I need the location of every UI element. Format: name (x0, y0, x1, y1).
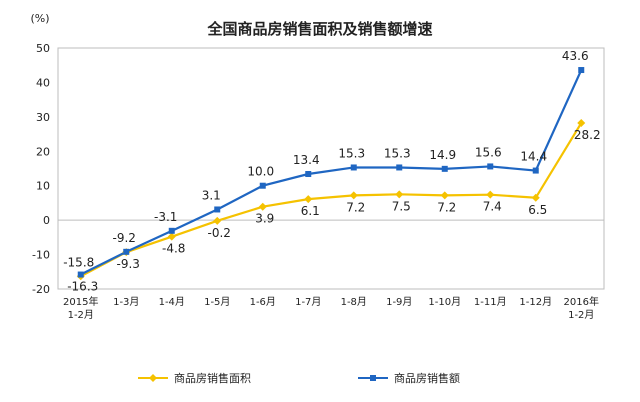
y-tick-label: 40 (36, 76, 50, 89)
chart-title: 全国商品房销售面积及销售额增速 (206, 20, 432, 38)
data-point (123, 248, 130, 255)
data-point (440, 191, 449, 200)
data-point (305, 171, 312, 178)
data-label: -15.8 (63, 256, 94, 270)
y-tick-label: -10 (32, 249, 50, 262)
data-point (441, 165, 448, 172)
plot-area (57, 47, 605, 290)
y-tick-label: 20 (36, 145, 50, 158)
x-tick-label: 1-8月 (341, 296, 367, 308)
legend: 商品房销售面积 商品房销售额 (138, 371, 460, 385)
data-point (532, 167, 539, 174)
y-tick-label: 0 (43, 214, 50, 227)
legend-label: 商品房销售面积 (174, 371, 251, 385)
data-label: 7.2 (437, 200, 456, 214)
data-label: 7.5 (392, 199, 411, 213)
y-tick-label: -20 (32, 283, 50, 296)
x-tick-label: 1-9月 (386, 296, 412, 308)
data-label: 10.0 (247, 165, 274, 179)
x-tick-label: 2015年 1-2月 (63, 295, 98, 321)
x-tick-label: 1-5月 (204, 296, 230, 308)
data-point (531, 193, 540, 202)
data-label: -16.3 (67, 279, 98, 293)
data-label: 15.3 (338, 146, 365, 160)
data-label: 15.6 (475, 145, 502, 159)
data-point (258, 202, 267, 211)
y-tick-label: 30 (36, 111, 50, 124)
data-point (167, 232, 176, 241)
data-point (259, 182, 266, 189)
data-label: -9.3 (117, 257, 140, 271)
x-tick-label: 2016年 1-2月 (564, 295, 599, 321)
data-point (487, 163, 494, 170)
data-label: -9.2 (113, 231, 136, 245)
data-point (395, 190, 404, 199)
x-tick-label: 1-4月 (159, 296, 185, 308)
data-label: 3.9 (255, 212, 274, 226)
x-tick-label: 1-7月 (295, 296, 321, 308)
data-point (396, 164, 403, 171)
data-label: -0.2 (208, 226, 231, 240)
data-point (350, 164, 357, 171)
data-label: 14.9 (429, 148, 456, 162)
series-line (80, 122, 583, 278)
data-label: 3.1 (202, 188, 221, 202)
y-tick-label: 50 (36, 42, 50, 55)
data-label: 43.6 (562, 49, 589, 63)
data-point (213, 216, 222, 225)
x-tick-label: 1-11月 (474, 296, 507, 308)
data-label: 28.2 (574, 128, 601, 142)
data-label: -3.1 (154, 210, 177, 224)
data-label: -4.8 (162, 242, 185, 256)
legend-marker (149, 374, 157, 382)
data-label: 7.2 (346, 200, 365, 214)
x-tick-label: 1-6月 (250, 296, 276, 308)
x-tick-label: 1-3月 (113, 296, 139, 308)
data-point (349, 191, 358, 200)
data-point (577, 119, 586, 128)
data-label: 15.3 (384, 146, 411, 160)
data-point (77, 271, 84, 278)
x-tick-label: 1-12月 (519, 296, 552, 308)
data-label: 13.4 (293, 153, 320, 167)
y-tick-label: 10 (36, 180, 50, 193)
y-axis-unit: (%) (30, 12, 49, 25)
data-point (214, 206, 221, 213)
data-point (304, 195, 313, 204)
legend-marker (370, 375, 376, 381)
y-axis: -20 -10 0 10 20 30 40 50 (32, 42, 50, 296)
data-label: 6.5 (528, 203, 547, 217)
series-layer: -16.3 -9.3 -4.8 -0.2 3.9 6.1 7.2 7.5 7.2 7.4 6.5 28… (63, 49, 600, 293)
data-point (168, 227, 175, 234)
x-axis: 2015年 1-2月 1-3月 1-4月 1-5月 1-6月 1-7月 1-8月 1-9月 1-1… (63, 295, 599, 321)
series-line (80, 69, 583, 276)
data-label: 6.1 (301, 204, 320, 218)
data-point (578, 67, 585, 74)
data-point (486, 190, 495, 199)
x-tick-label: 1-10月 (428, 296, 461, 308)
data-label: 7.4 (483, 200, 502, 214)
legend-label: 商品房销售额 (394, 371, 460, 385)
data-label: 14.4 (520, 150, 547, 164)
